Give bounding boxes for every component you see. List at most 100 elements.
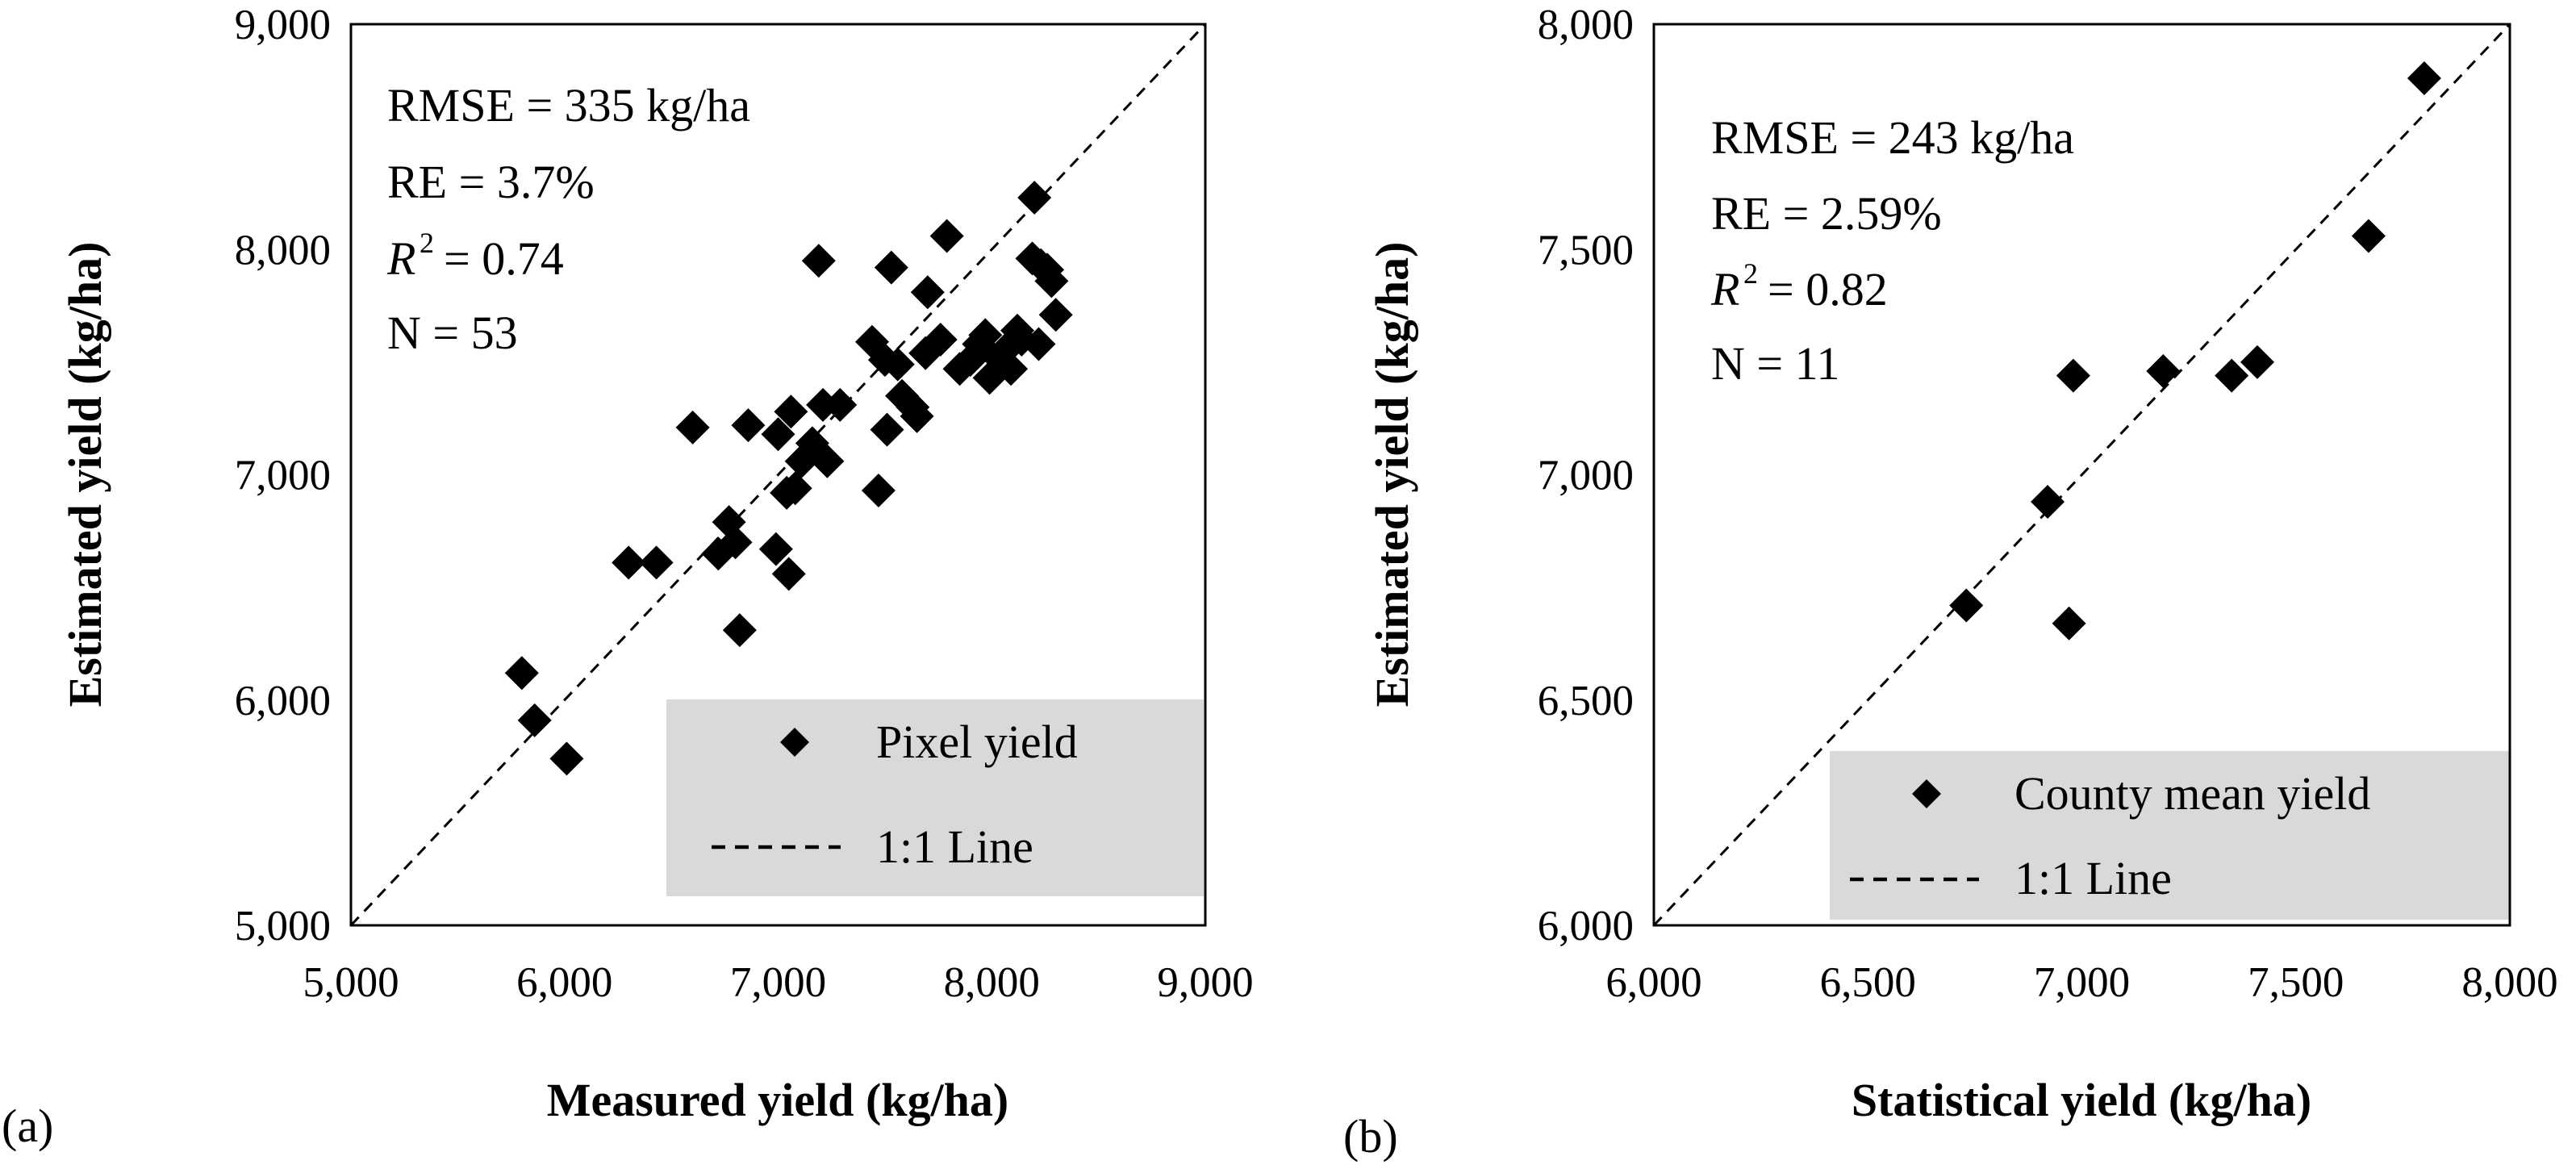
r2-stat-exponent: 2 (1743, 257, 1758, 290)
data-point (675, 410, 710, 445)
x-tick-label: 7,000 (2034, 959, 2130, 1006)
one-to-one-line (1652, 23, 2511, 927)
x-axis-ticks: 6,000 6,500 7,000 7,500 8,000 (1605, 959, 2557, 1006)
x-axis-title: Measured yield (kg/ha) (547, 1074, 1009, 1126)
data-point (870, 412, 904, 447)
r2-stat: = 0.82 (1768, 263, 1888, 315)
y-axis-ticks: 5,000 6,000 7,000 8,000 9,000 (235, 2, 331, 950)
panel-a: Pixel yield 1:1 Line 5,000 6,000 7,000 8,00… (2, 2, 1254, 1152)
data-point (1034, 264, 1069, 298)
n-stat: N = 53 (387, 307, 518, 359)
x-tick-label: 8,000 (2461, 959, 2557, 1006)
data-point (2240, 344, 2275, 379)
x-tick-label: 6,000 (516, 959, 612, 1006)
data-points (1949, 61, 2441, 641)
data-point (549, 741, 584, 776)
data-point (639, 545, 674, 580)
data-point (1038, 298, 1073, 332)
r2-stat-exponent: 2 (420, 227, 434, 259)
r2-stat-symbol: R (386, 232, 415, 285)
one-to-one-line (349, 23, 1207, 927)
y-tick-label: 6,000 (235, 678, 331, 724)
legend-box (666, 699, 1204, 896)
data-point (874, 250, 908, 285)
plot-frame (1652, 23, 2511, 927)
data-point (968, 318, 1003, 353)
x-tick-label: 5,000 (303, 959, 399, 1006)
y-tick-label: 6,500 (1538, 678, 1634, 724)
data-point (861, 474, 896, 508)
data-point (823, 387, 858, 422)
data-point (1949, 588, 1984, 623)
plot-frame (349, 23, 1207, 927)
re-stat: RE = 3.7% (387, 156, 595, 208)
data-point (1021, 327, 1056, 361)
rmse-stat: RMSE = 335 kg/ha (387, 79, 750, 131)
legend-points-label: Pixel yield (876, 716, 1078, 768)
data-point (2351, 219, 2386, 253)
data-point (504, 656, 539, 691)
data-point (517, 703, 552, 737)
x-axis-title: Statistical yield (kg/ha) (1852, 1074, 2311, 1126)
y-tick-label: 7,000 (1538, 453, 1634, 499)
data-point (761, 417, 795, 452)
data-point (2146, 354, 2181, 389)
x-tick-label: 7,000 (730, 959, 826, 1006)
legend-marker-icon (1912, 779, 1941, 808)
data-point (771, 557, 806, 591)
data-point (731, 408, 766, 443)
x-tick-label: 6,500 (1820, 959, 1916, 1006)
rmse-stat: RMSE = 243 kg/ha (1711, 111, 2074, 164)
r2-stat-symbol: R (1710, 263, 1739, 315)
x-tick-label: 8,000 (944, 959, 1040, 1006)
data-point (810, 444, 845, 478)
panel-label: (b) (1343, 1110, 1398, 1163)
data-point (718, 525, 753, 560)
data-point (774, 394, 808, 429)
data-point (722, 613, 757, 648)
y-tick-label: 7,000 (235, 453, 331, 499)
y-tick-label: 5,000 (235, 903, 331, 950)
data-point (900, 399, 934, 433)
panel-b: County mean yield 1:1 Line 6,000 6,500 7,0… (1343, 2, 2558, 1163)
data-point (778, 471, 812, 506)
re-stat: RE = 2.59% (1711, 187, 1942, 240)
data-point (923, 322, 958, 357)
y-tick-label: 6,000 (1538, 903, 1634, 950)
x-axis-ticks: 5,000 6,000 7,000 8,000 9,000 (303, 959, 1253, 1006)
data-point (2407, 61, 2441, 96)
legend-points-label: County mean yield (2014, 767, 2370, 820)
y-axis-title: Estimated yield (kg/ha) (1366, 242, 1418, 708)
y-axis-title: Estimated yield (kg/ha) (59, 242, 111, 708)
data-point (801, 244, 836, 278)
data-point (806, 387, 841, 422)
data-point (880, 347, 915, 382)
r2-stat: = 0.74 (444, 232, 564, 285)
legend-marker-icon (780, 728, 809, 757)
legend-line-label: 1:1 Line (876, 820, 1033, 873)
data-point (612, 545, 646, 580)
x-tick-label: 7,500 (2248, 959, 2344, 1006)
panel-label: (a) (2, 1100, 53, 1152)
data-point (910, 275, 945, 310)
n-stat: N = 11 (1711, 337, 1839, 390)
y-tick-label: 8,000 (1538, 2, 1634, 48)
data-point (758, 532, 793, 566)
y-axis-ticks: 6,000 6,500 7,000 7,500 8,000 (1538, 2, 1634, 950)
y-tick-label: 9,000 (235, 2, 331, 48)
legend-line-label: 1:1 Line (2014, 852, 2172, 904)
data-points (504, 181, 1073, 776)
data-point (994, 352, 1029, 386)
data-point (1017, 181, 1052, 215)
y-tick-label: 7,500 (1538, 227, 1634, 273)
y-tick-label: 8,000 (235, 227, 331, 273)
data-point (2056, 358, 2090, 393)
data-point (929, 219, 964, 253)
x-tick-label: 9,000 (1157, 959, 1253, 1006)
x-tick-label: 6,000 (1605, 959, 1701, 1006)
data-point (2031, 485, 2065, 520)
data-point (2052, 606, 2086, 641)
data-point (2215, 358, 2249, 393)
legend-box (1830, 751, 2509, 920)
